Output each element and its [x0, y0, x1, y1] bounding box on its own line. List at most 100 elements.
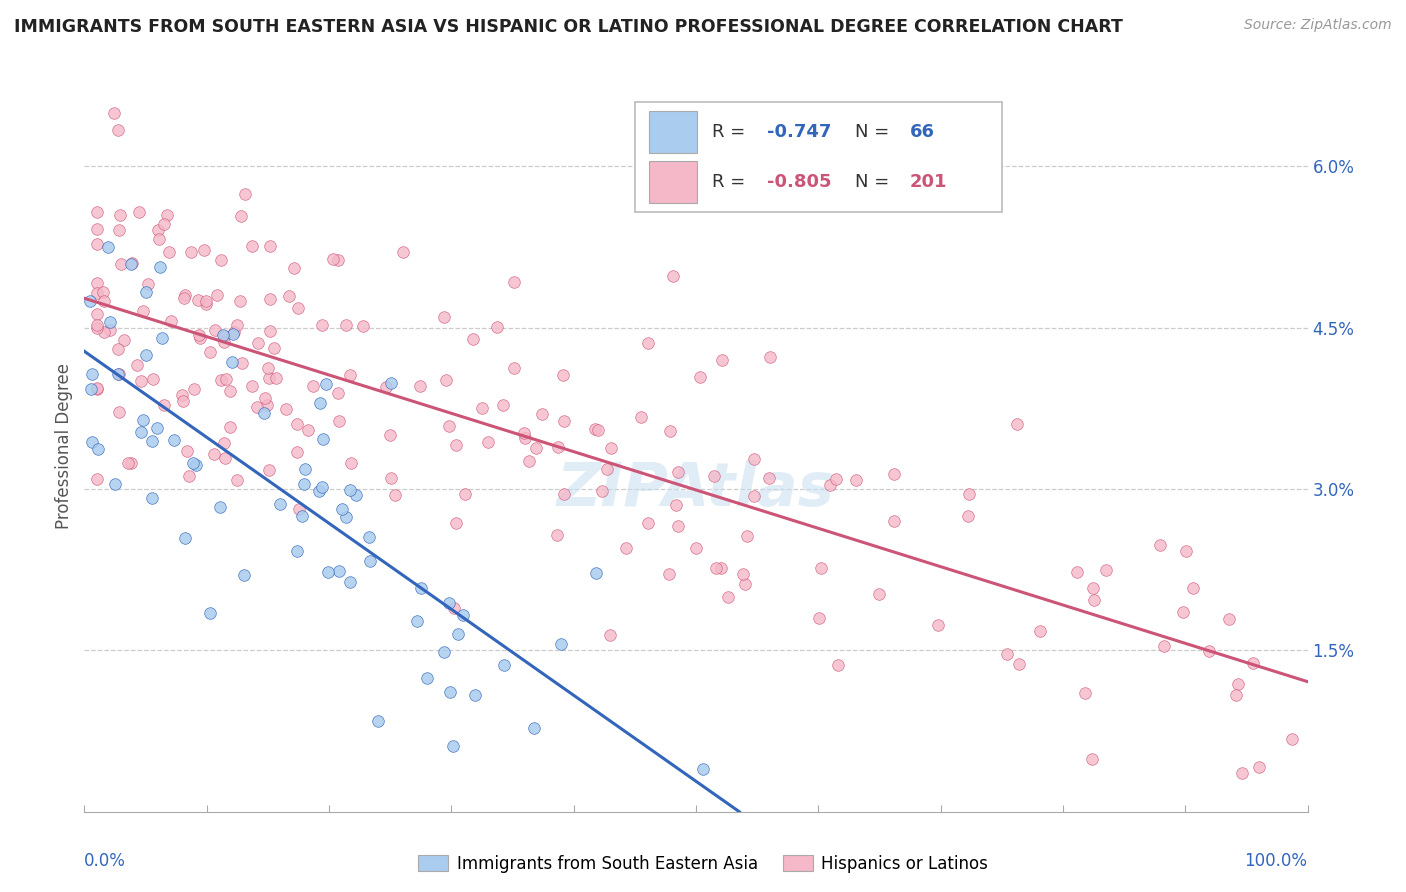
- Point: [927, 618, 949, 632]
- Point: [104, 477, 127, 491]
- Point: [637, 516, 659, 530]
- Point: [108, 223, 131, 237]
- Point: [1005, 417, 1028, 431]
- Point: [1171, 605, 1194, 619]
- Point: [326, 252, 349, 267]
- Point: [146, 421, 169, 435]
- Point: [437, 419, 460, 434]
- Point: [179, 469, 201, 483]
- Point: [93, 293, 115, 308]
- Point: [531, 407, 554, 421]
- Point: [665, 498, 688, 512]
- Point: [742, 489, 765, 503]
- Point: [82, 367, 104, 381]
- Point: [339, 575, 361, 590]
- Point: [339, 483, 361, 498]
- Point: [120, 456, 142, 470]
- Point: [131, 304, 153, 318]
- Point: [326, 386, 349, 401]
- Point: [433, 310, 456, 324]
- Point: [225, 473, 247, 487]
- Point: [108, 208, 131, 222]
- Point: [322, 252, 344, 266]
- Point: [287, 301, 309, 316]
- Point: [614, 541, 637, 555]
- Point: [666, 465, 689, 479]
- Point: [86, 236, 108, 251]
- Point: [1218, 612, 1240, 626]
- Point: [274, 402, 297, 417]
- Point: [513, 431, 536, 445]
- Point: [198, 607, 221, 621]
- Text: ZIPAtlas: ZIPAtlas: [557, 460, 835, 519]
- Point: [80, 434, 103, 449]
- Point: [222, 327, 245, 342]
- Point: [685, 541, 707, 556]
- Point: [637, 335, 659, 350]
- Point: [108, 405, 131, 419]
- Point: [120, 257, 142, 271]
- Point: [503, 275, 526, 289]
- Point: [128, 205, 150, 219]
- Point: [436, 373, 458, 387]
- Point: [219, 419, 242, 434]
- Point: [194, 297, 217, 311]
- Point: [311, 480, 333, 494]
- Point: [703, 469, 725, 483]
- Point: [103, 105, 125, 120]
- Point: [148, 231, 170, 245]
- Point: [209, 500, 232, 515]
- Point: [176, 443, 198, 458]
- Point: [586, 423, 609, 437]
- Point: [194, 294, 217, 309]
- Point: [432, 645, 454, 659]
- Point: [141, 491, 163, 506]
- Point: [553, 487, 575, 501]
- Point: [742, 452, 765, 467]
- Point: [444, 516, 467, 530]
- Point: [689, 370, 711, 384]
- Text: Source: ZipAtlas.com: Source: ZipAtlas.com: [1244, 18, 1392, 32]
- Point: [287, 417, 309, 431]
- Text: IMMIGRANTS FROM SOUTH EASTERN ASIA VS HISPANIC OR LATINO PROFESSIONAL DEGREE COR: IMMIGRANTS FROM SOUTH EASTERN ASIA VS HI…: [14, 18, 1123, 36]
- Point: [257, 370, 280, 384]
- Point: [1066, 566, 1088, 580]
- Point: [378, 427, 401, 442]
- Point: [302, 378, 325, 392]
- Point: [97, 240, 120, 254]
- Point: [717, 591, 740, 605]
- Point: [513, 426, 536, 441]
- Point: [416, 671, 439, 685]
- Point: [86, 276, 108, 290]
- Point: [630, 410, 652, 425]
- Point: [585, 566, 607, 581]
- Point: [188, 328, 211, 343]
- Point: [439, 596, 461, 610]
- Point: [1083, 593, 1105, 607]
- Point: [352, 319, 374, 334]
- Point: [868, 587, 890, 601]
- Legend: Immigrants from South Eastern Asia, Hispanics or Latinos: Immigrants from South Eastern Asia, Hisp…: [412, 848, 994, 880]
- Point: [1241, 656, 1264, 670]
- Point: [242, 238, 264, 252]
- Point: [107, 342, 129, 356]
- Point: [112, 333, 135, 347]
- Point: [502, 360, 524, 375]
- Point: [160, 314, 183, 328]
- Point: [259, 463, 281, 477]
- Point: [288, 501, 311, 516]
- Point: [818, 478, 841, 492]
- Point: [883, 467, 905, 481]
- Point: [98, 323, 121, 337]
- Point: [330, 502, 353, 516]
- Point: [692, 762, 714, 776]
- Point: [229, 210, 252, 224]
- Point: [153, 398, 176, 412]
- Point: [156, 208, 179, 222]
- Point: [335, 318, 357, 332]
- Point: [292, 476, 315, 491]
- Point: [224, 325, 246, 339]
- Point: [233, 187, 256, 202]
- Point: [149, 260, 172, 275]
- Point: [174, 531, 197, 545]
